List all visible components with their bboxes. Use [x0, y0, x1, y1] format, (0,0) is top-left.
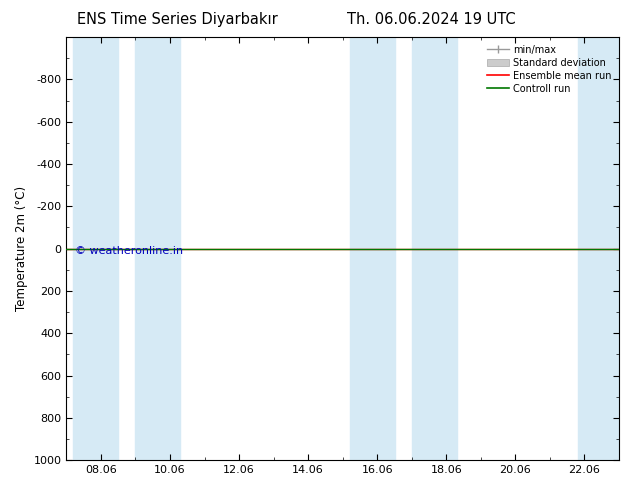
Bar — [578, 37, 619, 460]
Y-axis label: Temperature 2m (°C): Temperature 2m (°C) — [15, 186, 28, 311]
Bar — [74, 37, 118, 460]
Bar — [136, 37, 181, 460]
Bar — [411, 37, 456, 460]
Legend: min/max, Standard deviation, Ensemble mean run, Controll run: min/max, Standard deviation, Ensemble me… — [484, 42, 614, 97]
Text: © weatheronline.in: © weatheronline.in — [75, 246, 183, 256]
Text: ENS Time Series Diyarbakır: ENS Time Series Diyarbakır — [77, 12, 278, 27]
Text: Th. 06.06.2024 19 UTC: Th. 06.06.2024 19 UTC — [347, 12, 515, 27]
Bar — [349, 37, 394, 460]
